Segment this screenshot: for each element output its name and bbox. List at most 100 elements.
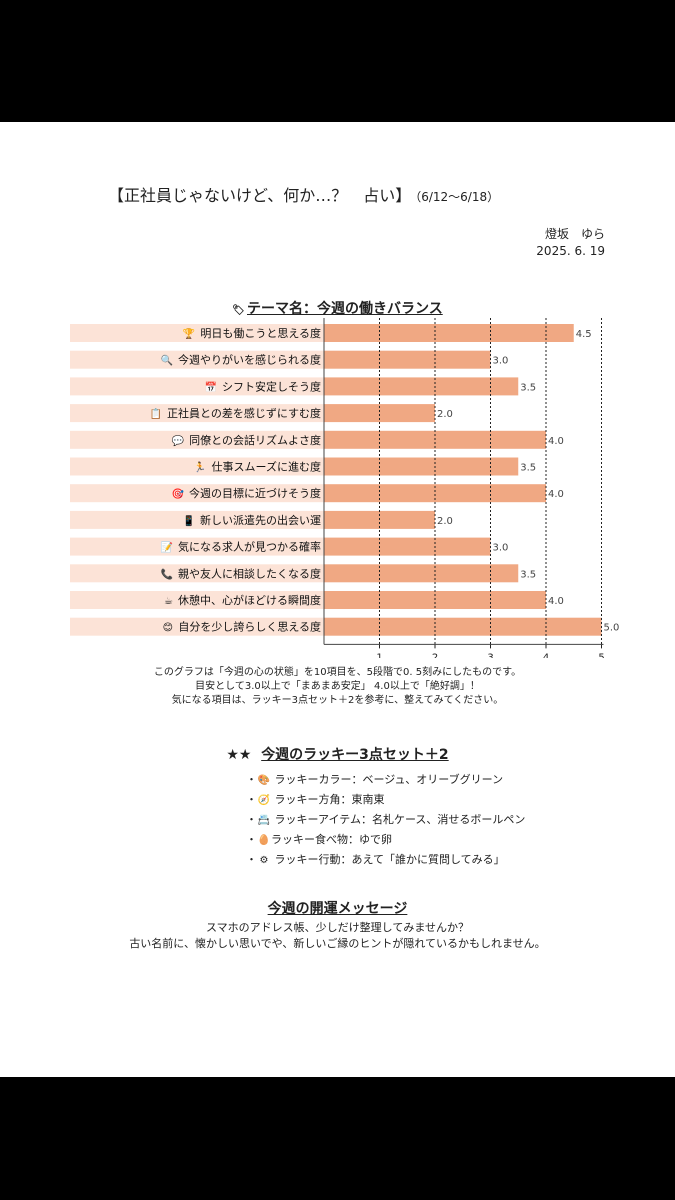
data-label: 2.0 <box>437 516 453 527</box>
target-icon: 🎯 <box>172 488 185 500</box>
lucky-item-text: ラッキー行動：あえて「誰かに質問してみる」 <box>274 853 505 866</box>
label-tag-icon: 🏷 <box>232 305 245 316</box>
smile-icon: 😊 <box>163 623 173 634</box>
message-body: スマホのアドレス帳、少しだけ整理してみませんか？ 古い名前に、懐かしい思いでや、… <box>0 920 675 952</box>
bar <box>324 617 602 636</box>
date-range: （6/12～6/18） <box>415 190 500 204</box>
smartphone-icon: 📱 <box>183 514 195 527</box>
lucky-list: ・🎨 ラッキーカラー：ベージュ、オリーブグリーン ・🧭 ラッキー方角：東南東 ・… <box>246 770 525 870</box>
calendar-icon: 📅 <box>205 380 217 393</box>
bar <box>324 377 519 396</box>
category-label: 親や友人に相談したくなる度 <box>178 566 321 580</box>
palette-icon: 🎨 <box>257 775 271 786</box>
list-item: ・🧭 ラッキー方角：東南東 <box>246 790 525 810</box>
data-label: 2.0 <box>437 409 453 420</box>
x-tick-label: 2 <box>432 652 438 658</box>
category-label-bg <box>70 324 324 342</box>
bar <box>324 564 519 583</box>
data-label: 5.0 <box>604 623 620 634</box>
list-item: ・🥚ラッキー食べ物：ゆで卵 <box>246 830 525 850</box>
memo-icon: 📝 <box>161 541 173 554</box>
runner-icon: 🏃 <box>194 461 206 474</box>
speech-bubble-icon: 💬 <box>172 434 185 447</box>
note-line: 気になる項目は、ラッキー3点セット＋2を参考に、整えてみてください。 <box>171 695 504 706</box>
category-label: 休憩中、心がほどける瞬間度 <box>178 593 321 607</box>
bar <box>324 324 574 342</box>
category-label-bg <box>70 617 324 636</box>
x-tick-label: 3 <box>487 652 493 658</box>
lucky-item-text: ラッキーアイテム：名札ケース、消せるボールペン <box>274 813 526 826</box>
note-line: 目安として3.0以上で「まあまあ安定」 4.0以上で「絶好調」！ <box>195 681 480 692</box>
data-label: 4.0 <box>548 596 564 607</box>
category-label: 同僚との会話リズムよさ度 <box>189 433 321 447</box>
magnifier-icon: 🔍 <box>161 354 173 367</box>
category-label-bg <box>70 430 324 449</box>
bar <box>324 484 546 503</box>
note-line: このグラフは「今週の心の状態」を10項目を、5段階で0. 5刻みにしたものです。 <box>153 667 522 678</box>
message-line: スマホのアドレス帳、少しだけ整理してみませんか？ <box>205 921 469 934</box>
author-block: 燈坂 ゆら 2025. 6. 19 <box>536 226 605 260</box>
message-line: 古い名前に、懐かしい思いでや、新しいご縁のヒントが隠れているかもしれません。 <box>129 937 546 950</box>
x-tick-label: 4 <box>543 652 549 658</box>
category-label-bg <box>70 591 324 609</box>
egg-icon: 🥚 <box>257 835 271 846</box>
title-text: 【正社員じゃないけど、何か…？ 占い】 <box>108 186 412 205</box>
data-label: 3.5 <box>520 463 536 474</box>
category-label: 気になる求人が見つかる確率 <box>178 540 321 554</box>
x-tick-label: 1 <box>376 652 382 658</box>
lucky-title: 今週のラッキー3点セット＋2 <box>261 747 449 763</box>
theme-label: テーマ名：今週の働きバランス <box>246 301 443 317</box>
lucky-item-text: ラッキーカラー：ベージュ、オリーブグリーン <box>274 773 504 786</box>
category-label-bg <box>70 404 324 423</box>
stars-icon: ★★ <box>226 747 252 763</box>
category-label-bg <box>70 484 324 503</box>
page-title: 【正社員じゃないけど、何か…？ 占い】 （6/12～6/18） <box>108 182 499 206</box>
category-label: シフト安定しそう度 <box>222 379 321 393</box>
x-tick-label: 5 <box>598 652 604 658</box>
category-label: 明日も働こうと思える度 <box>200 326 321 340</box>
list-item: ・ ⚙ ラッキー行動：あえて「誰かに質問してみる」 <box>246 850 525 870</box>
category-label-bg <box>70 510 324 529</box>
lucky-item-text: ラッキー食べ物：ゆで卵 <box>271 833 392 846</box>
category-label-bg <box>70 350 324 369</box>
fortune-sheet: 【正社員じゃないけど、何か…？ 占い】 （6/12～6/18） 燈坂 ゆら 202… <box>0 122 675 1077</box>
message-title: 今週の開運メッセージ <box>267 901 408 917</box>
data-label: 4.0 <box>548 489 564 500</box>
trophy-icon: 🏆 <box>183 327 196 340</box>
category-label: 自分を少し誇らしく思える度 <box>178 620 321 634</box>
list-item: ・📇 ラッキーアイテム：名札ケース、消せるボールペン <box>246 810 525 830</box>
bar <box>324 457 519 476</box>
category-label-bg <box>70 564 324 583</box>
chart-notes: このグラフは「今週の心の状態」を10項目を、5段階で0. 5刻みにしたものです。… <box>0 666 675 708</box>
bar <box>324 537 491 556</box>
work-balance-bar-chart: 明日も働こうと思える度 🏆 4.5 今週やりがいを感じられる度 🔍 3.0 シフト安定しそう… <box>70 318 620 658</box>
category-label: 仕事スムーズに進む度 <box>212 460 321 474</box>
publish-date: 2025. 6. 19 <box>536 244 605 258</box>
data-label: 3.5 <box>520 569 536 580</box>
data-label: 3.0 <box>493 543 509 554</box>
compass-icon: 🧭 <box>257 795 271 806</box>
phone-icon: 📞 <box>161 567 174 580</box>
card-case-icon: 📇 <box>257 815 271 826</box>
category-label-bg <box>70 377 324 396</box>
data-label: 3.5 <box>520 382 536 393</box>
gear-icon: ⚙ <box>259 855 269 866</box>
lucky-heading: ★★ 今週のラッキー3点セット＋2 <box>0 744 675 764</box>
category-label: 今週やりがいを感じられる度 <box>178 353 321 367</box>
category-label: 新しい派遣先の出会い運 <box>200 513 321 527</box>
theme-heading: 🏷 テーマ名：今週の働きバランス <box>0 298 675 318</box>
data-label: 4.0 <box>548 436 564 447</box>
lucky-item-text: ラッキー方角：東南東 <box>274 793 385 806</box>
category-label: 正社員との差を感じずにすむ度 <box>167 406 321 420</box>
mug-icon: ☕ <box>164 596 173 607</box>
category-label-bg <box>70 457 324 476</box>
data-label: 4.5 <box>576 329 592 340</box>
bar <box>324 350 491 369</box>
category-label-bg <box>70 537 324 556</box>
data-label: 3.0 <box>493 356 509 367</box>
bar <box>324 404 435 423</box>
author-name: 燈坂 ゆら <box>544 227 605 241</box>
category-label: 今週の目標に近づけそう度 <box>189 486 321 500</box>
clipboard-icon: 📋 <box>150 407 162 420</box>
list-item: ・🎨 ラッキーカラー：ベージュ、オリーブグリーン <box>246 770 525 790</box>
